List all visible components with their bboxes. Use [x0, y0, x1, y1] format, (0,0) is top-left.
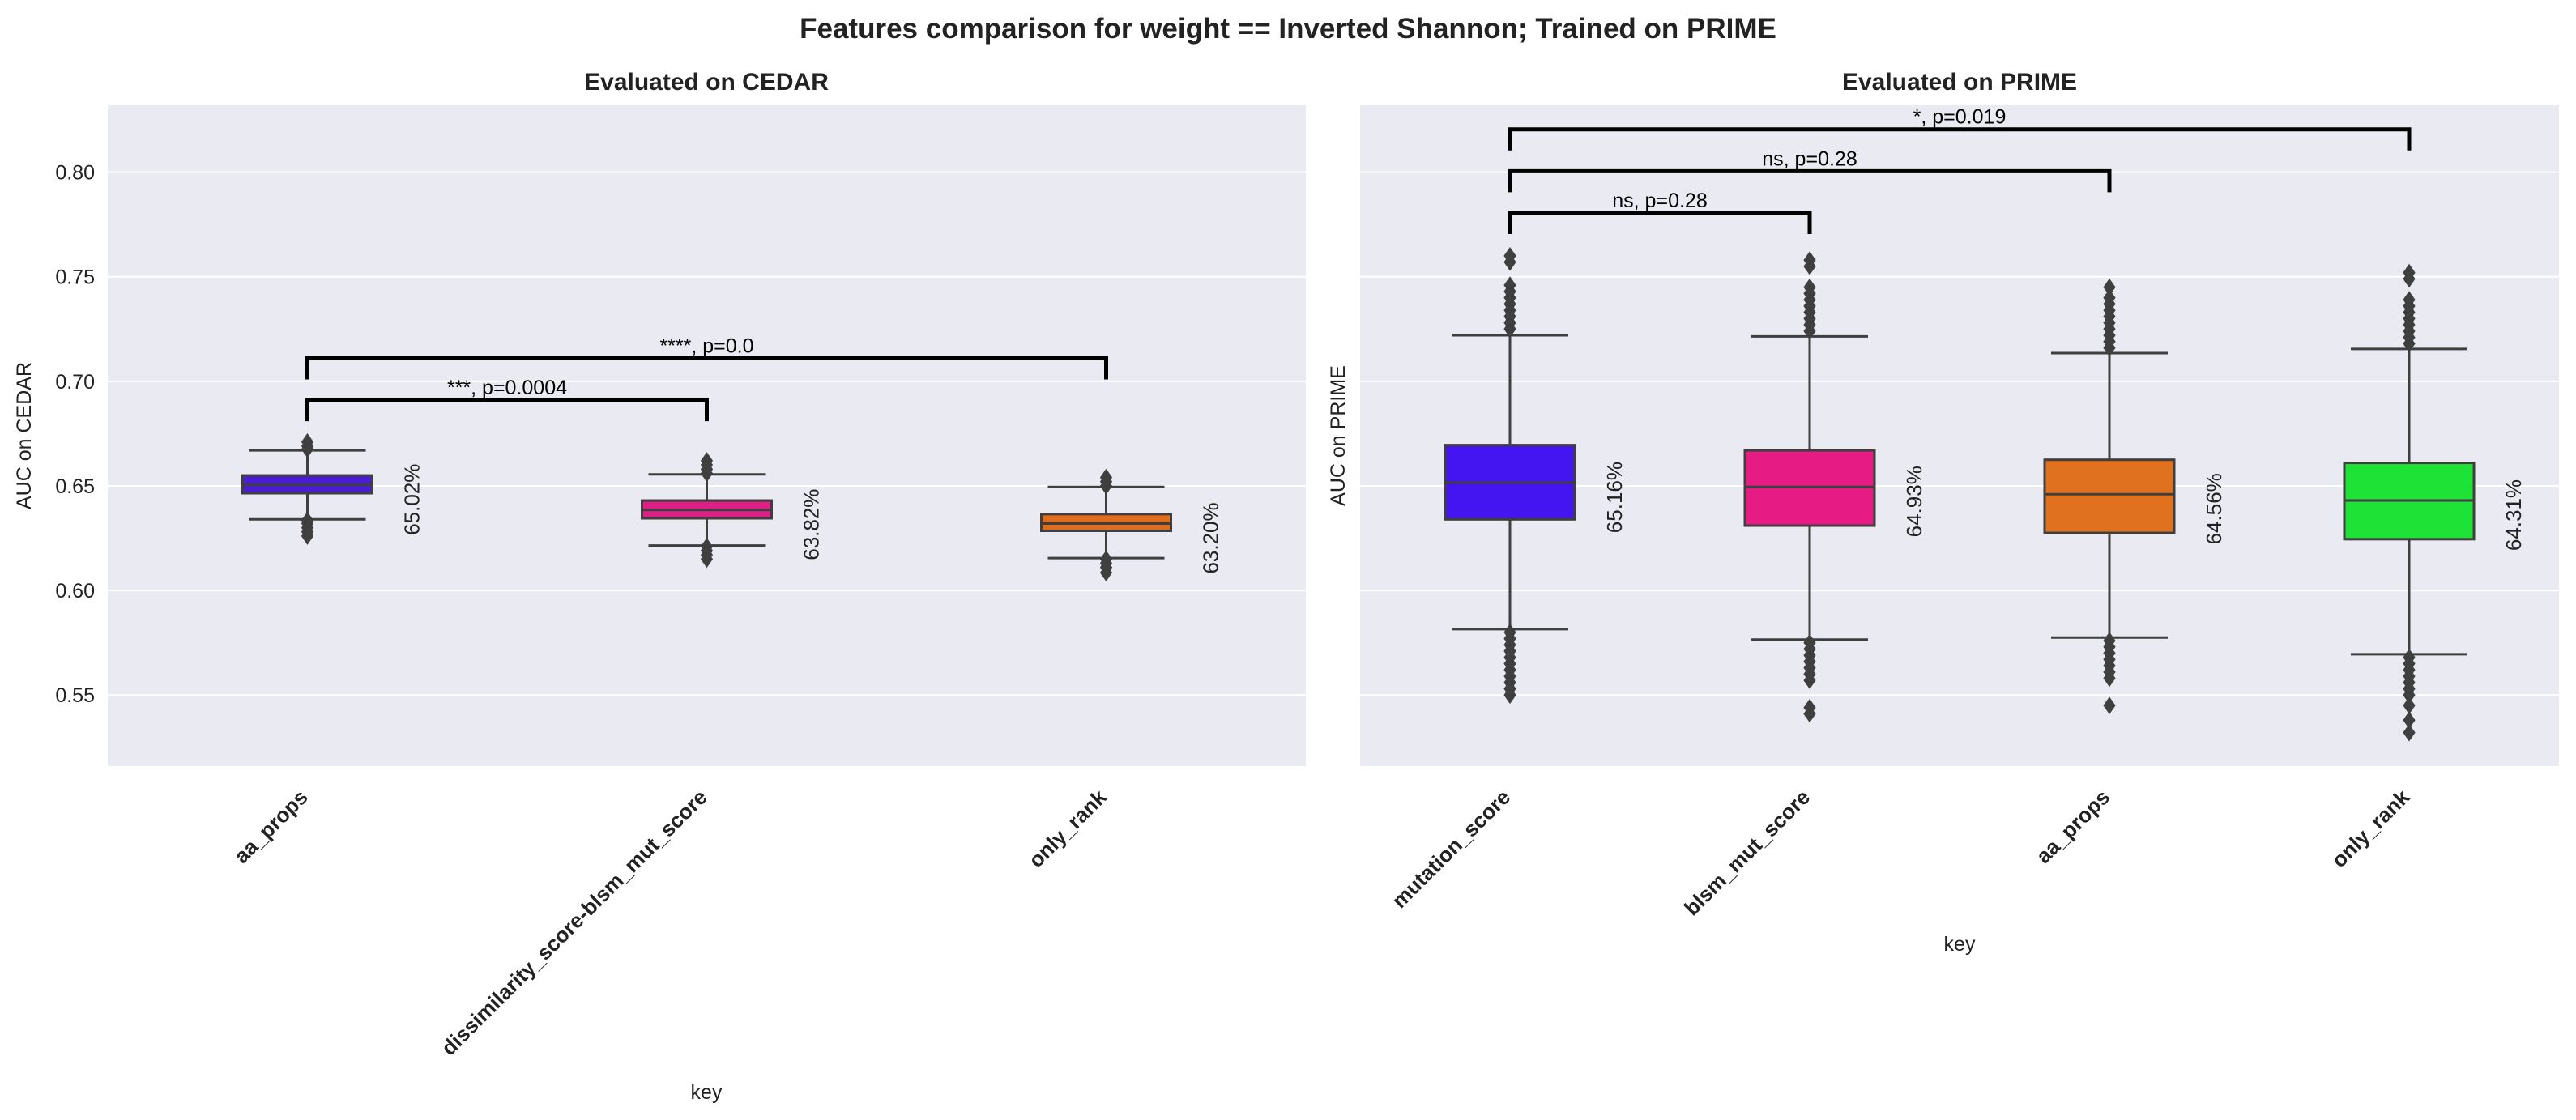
significance-label: ns, p=0.28: [1612, 190, 1707, 212]
outlier-point: [2403, 723, 2416, 742]
box: [2043, 458, 2176, 534]
outlier-point: [2103, 696, 2116, 714]
y-tick-label: 0.55: [55, 684, 95, 707]
mean-percentage-label: 65.02%: [400, 464, 424, 535]
significance-label: *, p=0.019: [1913, 106, 2007, 129]
y-tick-label: 0.70: [55, 371, 95, 394]
significance-bracket: [1508, 168, 2112, 193]
significance-bracket: [1508, 127, 2412, 151]
y-tick-label: 0.65: [55, 475, 95, 498]
x-axis-label-prime: key: [1944, 933, 1976, 956]
outlier-point: [2103, 288, 2116, 307]
outlier-point: [1803, 251, 1816, 269]
boxes-prime: 65.16% 64.93% 64.56% 64.31%: [1444, 247, 2526, 742]
outlier-point: [1099, 564, 1113, 582]
outlier-point: [1099, 468, 1113, 487]
figure-title: Features comparison for weight == Invert…: [800, 13, 1776, 45]
outlier-point: [1503, 276, 1516, 294]
mean-percentage-label: 64.93%: [1902, 466, 1926, 537]
significance-bracket: [305, 356, 1108, 380]
mean-percentage-label: 64.31%: [2501, 479, 2526, 551]
significance-annotations-cedar: ***, p=0.0004 ****, p=0.0: [305, 334, 1108, 422]
y-tick-label: 0.80: [55, 162, 95, 185]
outlier-point: [2403, 291, 2416, 309]
mean-percentage-label: 65.16%: [1602, 462, 1627, 533]
outlier-point: [700, 550, 714, 569]
outlier-point: [1803, 278, 1816, 296]
outlier-point: [2403, 263, 2416, 282]
outlier-point: [1503, 686, 1516, 705]
mean-percentage-label: 63.82%: [800, 489, 824, 560]
panel-title-prime: Evaluated on PRIME: [1842, 69, 2077, 96]
y-axis-label-cedar: AUC on CEDAR: [13, 362, 36, 509]
significance-label: ***, p=0.0004: [447, 377, 567, 399]
significance-bracket: [1508, 211, 1812, 234]
outlier-point: [301, 527, 314, 545]
outlier-point: [2103, 669, 2116, 688]
y-tick-label: 0.75: [55, 266, 95, 289]
significance-label: ns, p=0.28: [1762, 147, 1857, 170]
significance-label: ****, p=0.0: [659, 334, 753, 357]
plot-area-cedar: [108, 105, 1306, 766]
outlier-point: [1503, 247, 1516, 265]
outlier-point: [1803, 671, 1816, 689]
plot-area-prime: [1360, 105, 2559, 766]
y-axis-label-prime: AUC on PRIME: [1327, 365, 1350, 506]
mean-percentage-label: 63.20%: [1199, 502, 1223, 573]
panel-title-cedar: Evaluated on CEDAR: [584, 69, 829, 96]
significance-bracket: [305, 398, 709, 422]
significance-annotations-prime: ns, p=0.28 ns, p=0.28 *, p=0.019: [1508, 106, 2412, 234]
outlier-point: [301, 432, 314, 451]
boxes-cedar: 65.02% 63.82% 63.20%: [241, 432, 1223, 582]
y-tick-label: 0.60: [55, 580, 95, 603]
outlier-point: [1803, 705, 1816, 723]
x-axis-label-cedar: key: [691, 1081, 723, 1104]
outlier-point: [2103, 278, 2116, 296]
outlier-point: [700, 452, 714, 470]
mean-percentage-label: 64.56%: [2202, 473, 2226, 544]
